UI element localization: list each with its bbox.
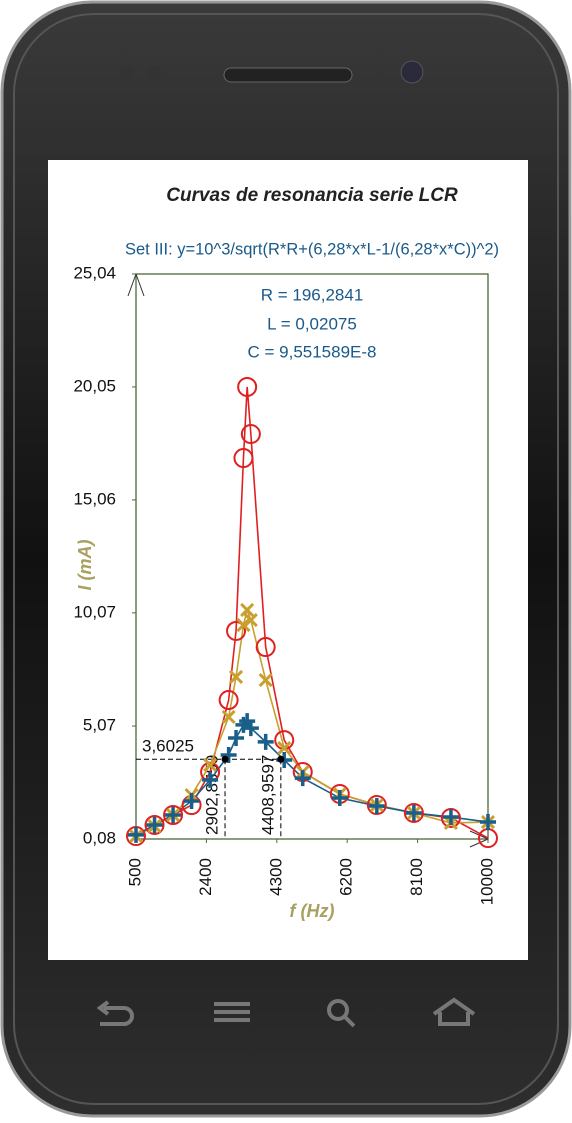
marker-x (236, 618, 251, 633)
y-tick-label: 25,04 (73, 263, 116, 282)
y-tick-label: 0,08 (83, 828, 116, 847)
x-tick-label: 6200 (337, 858, 356, 896)
nav-buttons (96, 997, 476, 1028)
x-tick-label: 500 (125, 858, 144, 886)
bandwidth-point (221, 755, 229, 763)
screen (48, 160, 528, 960)
marker-plus (442, 809, 459, 826)
chart-title: Curvas de resonancia serie LCR (166, 185, 458, 206)
annotation: R = 196,2841 (261, 285, 364, 304)
marker-plus (202, 771, 219, 788)
marker-circle (403, 802, 424, 823)
marker-circle (366, 795, 387, 816)
marker-plus (242, 720, 259, 737)
marker-x (243, 613, 258, 628)
marker-plus (368, 797, 385, 814)
marker-circle (218, 690, 239, 711)
f1-label: 2902,8559 (203, 755, 222, 835)
home-button[interactable] (432, 997, 476, 1026)
x-axis-label: f (Hz) (290, 901, 335, 921)
x-tick-label: 10000 (477, 858, 496, 905)
level-label: 3,6025 (142, 737, 194, 756)
sensor (147, 66, 161, 80)
marker-circle (240, 424, 261, 445)
marker-x (258, 673, 273, 688)
marker-plus (183, 792, 200, 809)
phone-bezel (13, 13, 559, 1105)
marker-circle (255, 637, 276, 658)
y-axis-label: I (mA) (75, 540, 95, 591)
camera (400, 60, 424, 84)
sensor (120, 66, 134, 80)
marker-circle (237, 376, 258, 397)
back-button[interactable] (96, 1000, 134, 1026)
y-tick-label: 20,05 (73, 376, 116, 395)
marker-plus (146, 816, 163, 833)
annotation: C = 9,551589E-8 (247, 342, 376, 361)
y-tick-label: 10,07 (73, 602, 116, 621)
f2-label: 4408,9597 (258, 755, 277, 835)
marker-circle (233, 448, 254, 469)
marker-plus (294, 770, 311, 787)
axis-arrows (127, 273, 489, 848)
y-tick-label: 15,06 (73, 489, 116, 508)
marker-x (277, 740, 292, 756)
marker-circle (163, 805, 184, 826)
marker-plus (228, 730, 245, 747)
x-tick-label: 4300 (266, 858, 285, 896)
marker-circle (440, 807, 461, 828)
marker-circle (144, 814, 165, 835)
marker-plus (331, 790, 348, 807)
marker-x (228, 669, 244, 684)
y-tick-label: 5,07 (83, 716, 116, 735)
marker-plus (257, 733, 274, 750)
x-tick-label: 2400 (196, 858, 215, 896)
marker-x (221, 709, 236, 725)
speaker (223, 67, 353, 83)
plot-frame (135, 273, 489, 840)
marker-plus (220, 747, 237, 764)
marker-plus (128, 826, 144, 843)
marker-circle (226, 620, 247, 641)
x-tick-label: 8100 (407, 858, 426, 896)
marker-x (240, 602, 255, 617)
marker-x (203, 757, 218, 773)
menu-button[interactable] (214, 1002, 250, 1022)
annotation: L = 0,02075 (267, 314, 357, 333)
bandwidth-point (277, 755, 285, 763)
marker-plus (480, 814, 496, 831)
search-button[interactable] (327, 999, 349, 1021)
subtitle: Set III: y=10^3/sqrt(R*R+(6,28*x*L-1/(6,… (125, 240, 499, 258)
marker-plus (165, 807, 182, 824)
marker-plus (405, 804, 422, 821)
